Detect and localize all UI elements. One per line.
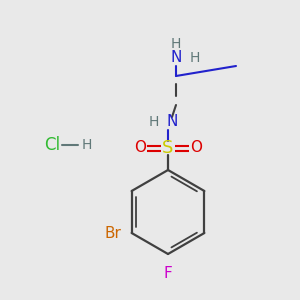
- Text: O: O: [134, 140, 146, 155]
- Text: F: F: [164, 266, 172, 281]
- Text: Br: Br: [105, 226, 122, 241]
- Text: N: N: [166, 115, 177, 130]
- Text: S: S: [162, 139, 174, 157]
- Text: H: H: [82, 138, 92, 152]
- Text: Cl: Cl: [44, 136, 60, 154]
- Text: N: N: [170, 50, 182, 65]
- Text: H: H: [190, 51, 200, 65]
- Text: H: H: [171, 37, 181, 51]
- Text: H: H: [148, 115, 159, 129]
- Text: O: O: [190, 140, 202, 155]
